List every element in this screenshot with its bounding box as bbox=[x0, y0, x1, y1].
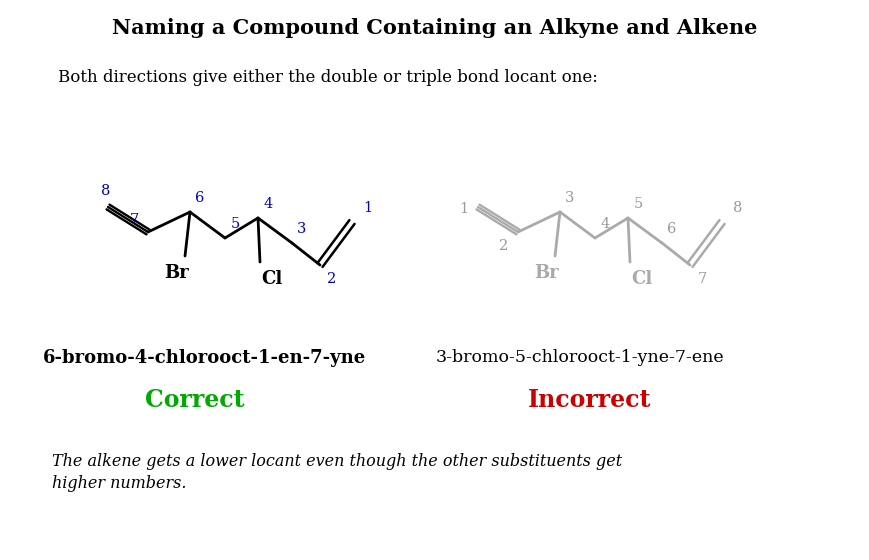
Text: 2: 2 bbox=[499, 239, 508, 253]
Text: Incorrect: Incorrect bbox=[527, 388, 651, 412]
Text: Br: Br bbox=[534, 264, 559, 282]
Text: 5: 5 bbox=[633, 197, 642, 211]
Text: 7: 7 bbox=[697, 272, 706, 286]
Text: higher numbers.: higher numbers. bbox=[52, 475, 186, 492]
Text: 3: 3 bbox=[297, 222, 307, 236]
Text: 6: 6 bbox=[667, 222, 676, 236]
Text: 3-bromo-5-chlorooct-1-yne-7-ene: 3-bromo-5-chlorooct-1-yne-7-ene bbox=[435, 349, 724, 366]
Text: 8: 8 bbox=[101, 184, 110, 198]
Text: 7: 7 bbox=[129, 213, 138, 227]
Text: 8: 8 bbox=[733, 201, 742, 215]
Text: Correct: Correct bbox=[145, 388, 244, 412]
Text: 4: 4 bbox=[600, 217, 609, 231]
Text: 6: 6 bbox=[195, 191, 204, 205]
Text: 5: 5 bbox=[230, 217, 239, 231]
Text: 4: 4 bbox=[263, 197, 272, 211]
Text: The alkene gets a lower locant even though the other substituents get: The alkene gets a lower locant even thou… bbox=[52, 453, 621, 470]
Text: 6-bromo-4-chlorooct-1-en-7-yne: 6-bromo-4-chlorooct-1-en-7-yne bbox=[43, 349, 366, 367]
Text: 1: 1 bbox=[459, 202, 468, 216]
Text: Naming a Compound Containing an Alkyne and Alkene: Naming a Compound Containing an Alkyne a… bbox=[112, 18, 757, 38]
Text: 3: 3 bbox=[565, 191, 574, 205]
Text: Cl: Cl bbox=[631, 270, 652, 288]
Text: Both directions give either the double or triple bond locant one:: Both directions give either the double o… bbox=[58, 69, 597, 86]
Text: Br: Br bbox=[164, 264, 189, 282]
Text: 2: 2 bbox=[327, 272, 336, 286]
Text: 1: 1 bbox=[363, 201, 372, 215]
Text: Cl: Cl bbox=[261, 270, 282, 288]
